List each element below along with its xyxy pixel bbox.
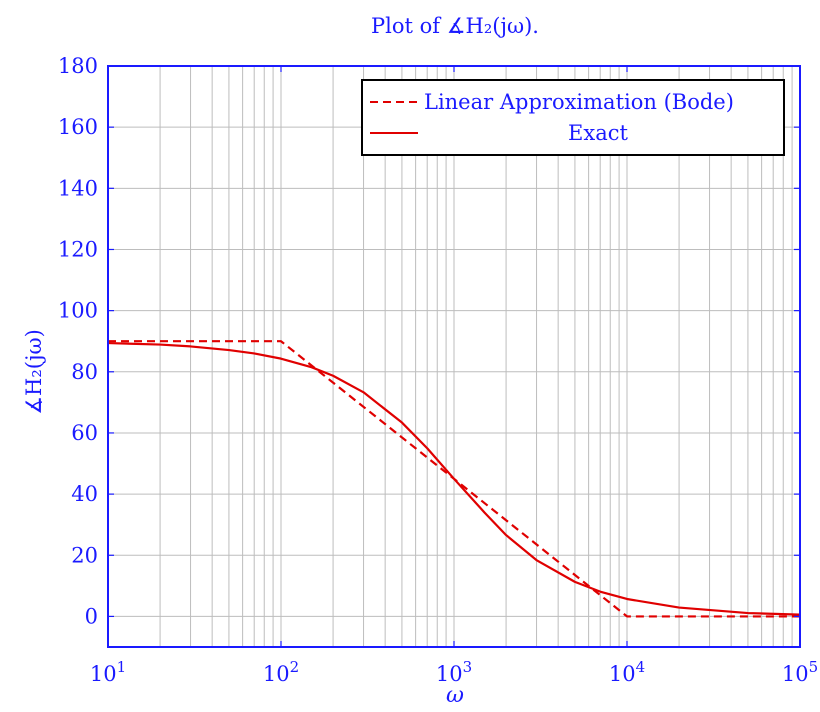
plot-series [107,340,801,618]
y-tick-label: 0 [85,604,98,628]
y-tick-label: 60 [71,421,98,445]
y-tick-label: 140 [58,176,98,200]
y-tick-label: 40 [71,482,98,506]
x-axis-label: ω [446,683,464,708]
x-tick-label: 103 [436,658,472,686]
x-tick-label: 105 [782,658,818,686]
x-tick-label: 102 [263,658,299,686]
tick-labels: 0 20 40 60 80 100 120 140 160 180 101 102 103 104 105 [58,54,818,686]
y-tick-label: 100 [58,299,98,323]
y-tick-label: 80 [71,360,98,384]
exact-line [107,341,801,616]
x-tick-label: 104 [609,658,645,686]
legend-box [361,79,785,156]
axes-frame [107,65,801,648]
legend-label-exact: Exact [568,121,628,145]
legend-label-linear: Linear Approximation (Bode) [424,90,734,114]
y-tick-label: 120 [58,237,98,261]
grid [108,66,800,647]
y-tick-label: 20 [71,543,98,567]
y-axis-label: ∡H₂(jω) [22,329,46,415]
x-tick-label: 101 [90,658,126,686]
y-tick-label: 180 [58,54,98,78]
y-tick-label: 160 [58,115,98,139]
legend: Linear Approximation (Bode) Exact [361,79,785,156]
chart-title: Plot of ∡H₂(jω). [371,14,539,38]
